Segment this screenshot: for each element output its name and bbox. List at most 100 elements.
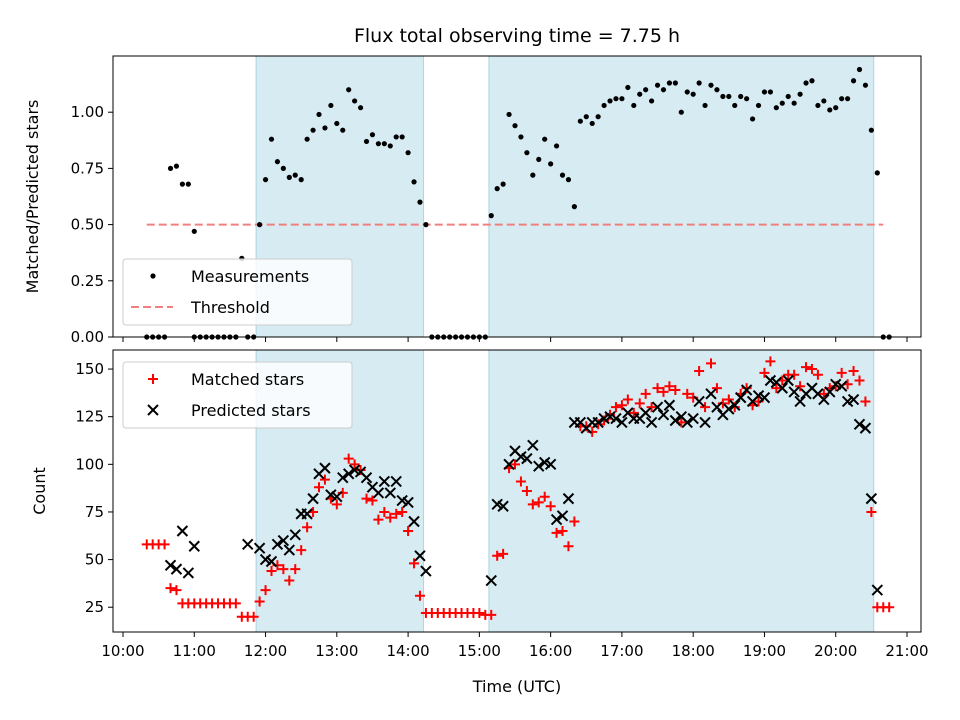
data-point: [304, 136, 310, 142]
y-axis-label: Count: [30, 467, 49, 515]
data-point: [809, 78, 815, 84]
legend-label: Predicted stars: [191, 401, 311, 420]
legend-box: [122, 361, 353, 429]
data-point: [625, 84, 631, 91]
data-point: [355, 465, 366, 476]
data-point: [512, 123, 518, 129]
data-point: [372, 487, 385, 499]
data-point: [874, 170, 880, 176]
data-point: [824, 386, 836, 398]
data-point: [773, 105, 779, 111]
data-point: [853, 418, 866, 431]
data-point: [334, 120, 340, 127]
data-point: [664, 381, 675, 392]
axes-frame: [112, 55, 922, 338]
data-point: [551, 527, 562, 538]
legend-marker-matched: [148, 374, 158, 384]
data-point: [577, 118, 583, 124]
data-point: [569, 516, 580, 527]
data-point: [699, 416, 711, 429]
data-point: [666, 80, 673, 86]
data-point: [191, 228, 197, 234]
data-point: [266, 566, 277, 577]
data-point: [402, 496, 414, 509]
data-point: [791, 100, 797, 106]
data-point: [622, 394, 633, 405]
data-point: [536, 156, 542, 163]
data-point: [176, 525, 189, 537]
data-point: [253, 542, 266, 554]
x-tick-label: 19:00: [743, 642, 786, 660]
data-point: [185, 181, 191, 187]
data-point: [417, 199, 423, 205]
x-tick-label: 21:00: [885, 642, 928, 660]
y-tick-label: 50: [85, 551, 104, 569]
series-0: [141, 356, 895, 622]
data-point: [414, 590, 425, 601]
data-point: [230, 598, 241, 609]
data-point: [485, 574, 497, 587]
data-point: [340, 127, 346, 133]
data-point: [771, 383, 782, 394]
data-point: [280, 165, 286, 171]
data-point: [827, 107, 833, 113]
data-point: [700, 402, 711, 413]
legend-label: Threshold: [190, 298, 270, 317]
data-point: [363, 138, 370, 145]
data-point: [474, 607, 485, 618]
data-point: [723, 394, 734, 405]
data-point: [357, 105, 364, 111]
chart-title: Flux total observing time = 7.75 h: [354, 25, 680, 47]
data-point: [521, 486, 532, 496]
data-point: [708, 82, 714, 88]
data-point: [331, 499, 342, 510]
data-point: [533, 497, 544, 508]
data-point: [645, 416, 658, 429]
data-point: [684, 89, 690, 95]
data-point: [734, 391, 747, 404]
data-point: [399, 134, 405, 140]
data-point: [607, 98, 613, 104]
data-point: [854, 375, 865, 386]
data-point: [711, 401, 723, 413]
x-axis-label: Time (UTC): [472, 677, 561, 696]
data-point: [492, 550, 503, 561]
data-point: [556, 510, 569, 522]
data-point: [343, 453, 354, 464]
axes-frame: [112, 349, 922, 633]
y-tick-label: 25: [85, 598, 104, 616]
legend: Measurements Threshold: [122, 258, 353, 326]
data-point: [373, 514, 384, 525]
data-point: [393, 134, 399, 140]
data-point: [690, 91, 696, 97]
y-tick-label: 0.00: [71, 328, 104, 346]
data-point: [390, 475, 402, 488]
data-point: [789, 369, 800, 380]
data-point: [286, 174, 292, 180]
data-point: [741, 383, 752, 394]
data-point: [833, 105, 839, 111]
y-tick-label: 100: [75, 455, 104, 473]
data-point: [821, 98, 827, 104]
data-point: [860, 396, 871, 407]
data-point: [613, 96, 619, 102]
data-point: [610, 412, 622, 425]
data-point: [610, 402, 621, 413]
data-point: [257, 222, 263, 228]
legend-label: Measurements: [191, 267, 309, 286]
data-point: [268, 136, 275, 142]
data-point: [497, 500, 509, 512]
x-tick-label: 18:00: [672, 642, 715, 660]
x-tick-label: 16:00: [529, 642, 572, 660]
data-point: [548, 161, 554, 167]
data-point: [801, 362, 812, 373]
data-point: [182, 567, 195, 579]
data-point: [488, 213, 494, 219]
data-point: [302, 522, 313, 533]
data-point: [530, 172, 536, 178]
data-point: [866, 506, 877, 517]
data-point: [654, 82, 661, 88]
data-point: [884, 602, 895, 613]
data-point: [544, 458, 557, 471]
data-point: [835, 380, 848, 392]
